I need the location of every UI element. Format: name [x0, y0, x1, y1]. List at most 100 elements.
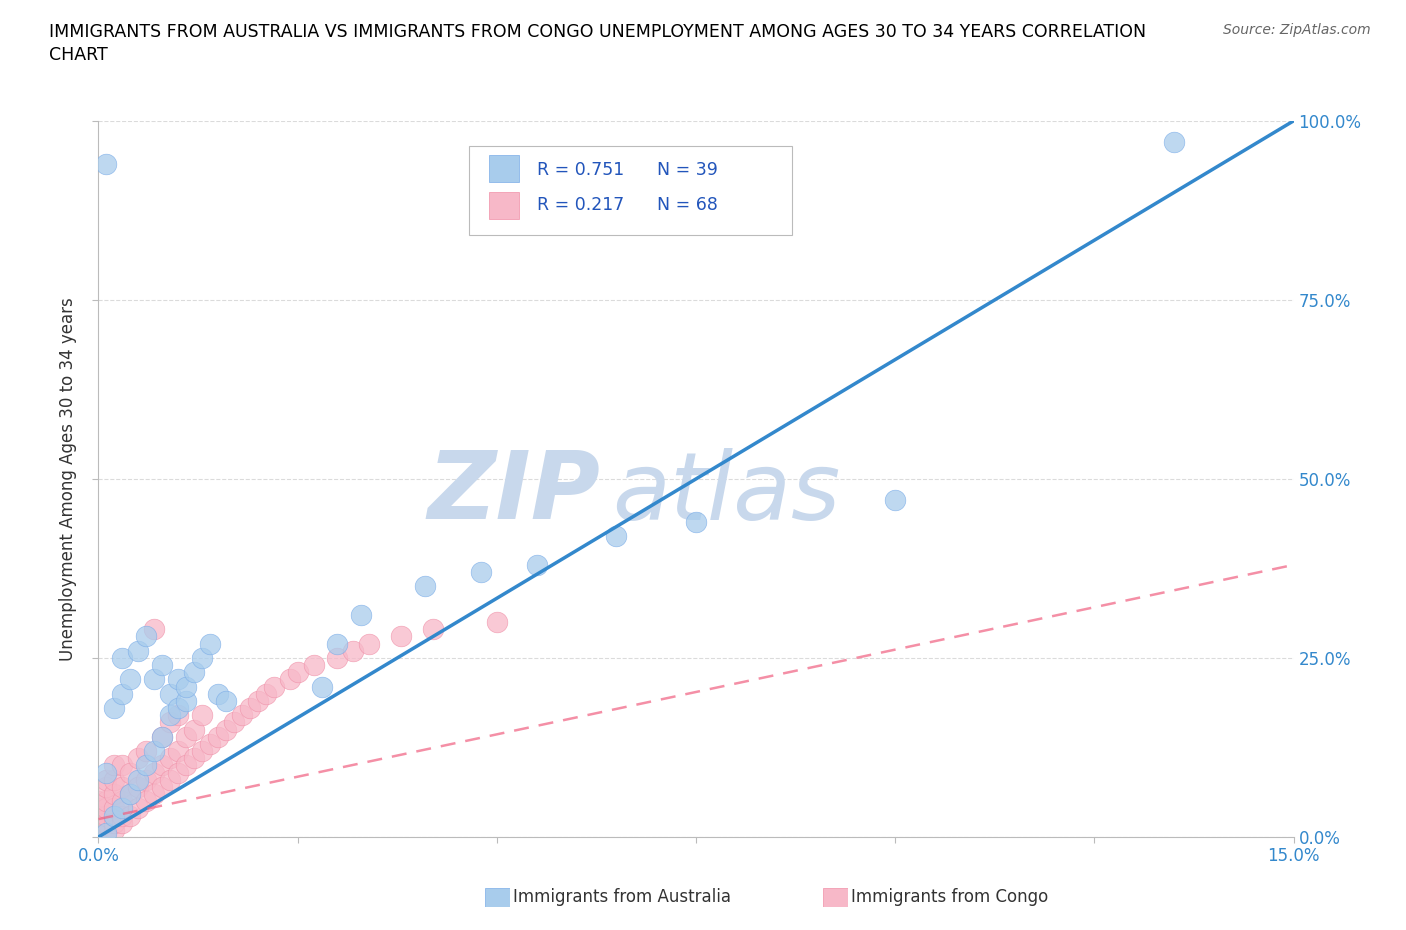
Point — [87, 816, 110, 830]
Point — [150, 779, 173, 794]
Point — [326, 636, 349, 651]
Point — [150, 729, 173, 744]
Text: Source: ZipAtlas.com: Source: ZipAtlas.com — [1223, 23, 1371, 37]
Point — [389, 629, 412, 644]
Point — [174, 679, 197, 694]
Point — [111, 794, 134, 809]
Point — [111, 801, 134, 816]
Text: IMMIGRANTS FROM AUSTRALIA VS IMMIGRANTS FROM CONGO UNEMPLOYMENT AMONG AGES 30 TO: IMMIGRANTS FROM AUSTRALIA VS IMMIGRANTS … — [49, 23, 1146, 41]
Text: Immigrants from Australia: Immigrants from Australia — [513, 888, 731, 907]
Point — [685, 514, 707, 529]
Point — [159, 715, 181, 730]
Point — [159, 751, 181, 765]
Point — [96, 808, 118, 823]
Point — [198, 737, 221, 751]
Point — [127, 644, 149, 658]
Point — [150, 729, 173, 744]
Text: CHART: CHART — [49, 46, 108, 64]
Point — [254, 686, 277, 701]
Point — [413, 578, 436, 594]
Point — [135, 794, 157, 809]
Point — [884, 493, 907, 508]
Point — [150, 758, 173, 773]
Point — [96, 816, 118, 830]
Point — [191, 708, 214, 723]
Point — [111, 808, 134, 823]
Point — [326, 651, 349, 666]
Point — [222, 715, 245, 730]
Point — [311, 679, 333, 694]
Point — [198, 636, 221, 651]
Point — [183, 722, 205, 737]
Point — [143, 765, 166, 780]
Point — [103, 700, 125, 715]
Point — [87, 794, 110, 809]
Point — [135, 744, 157, 759]
Point — [127, 751, 149, 765]
Text: N = 39: N = 39 — [657, 161, 717, 179]
Text: R = 0.751: R = 0.751 — [537, 161, 624, 179]
Point — [96, 765, 118, 780]
Text: N = 68: N = 68 — [657, 196, 717, 215]
Point — [359, 636, 381, 651]
Point — [96, 772, 118, 787]
Point — [342, 644, 364, 658]
Point — [103, 816, 125, 830]
Point — [120, 765, 142, 780]
Point — [103, 822, 125, 837]
Point — [350, 607, 373, 622]
Point — [127, 801, 149, 816]
Point — [159, 708, 181, 723]
Point — [103, 801, 125, 816]
Point — [87, 808, 110, 823]
Point — [143, 622, 166, 637]
Point — [120, 787, 142, 802]
Point — [120, 787, 142, 802]
Point — [111, 758, 134, 773]
Point — [96, 156, 118, 171]
Point — [470, 565, 492, 579]
Point — [103, 808, 125, 823]
Point — [87, 801, 110, 816]
Point — [167, 744, 190, 759]
Text: atlas: atlas — [613, 447, 841, 538]
Point — [159, 686, 181, 701]
Point — [167, 708, 190, 723]
Point — [96, 822, 118, 837]
Point — [127, 772, 149, 787]
Point — [111, 686, 134, 701]
Point — [143, 744, 166, 759]
Point — [215, 722, 238, 737]
Text: ZIP: ZIP — [427, 447, 600, 539]
Point — [231, 708, 253, 723]
Point — [111, 779, 134, 794]
Point — [605, 529, 627, 544]
Point — [191, 651, 214, 666]
FancyBboxPatch shape — [489, 192, 519, 219]
Point — [183, 665, 205, 680]
Point — [96, 801, 118, 816]
Point — [183, 751, 205, 765]
Point — [485, 615, 508, 630]
Point — [111, 651, 134, 666]
Point — [96, 794, 118, 809]
Point — [191, 744, 214, 759]
Point — [526, 557, 548, 572]
Point — [167, 672, 190, 687]
Point — [96, 826, 118, 841]
FancyBboxPatch shape — [489, 154, 519, 181]
Point — [135, 629, 157, 644]
Point — [159, 772, 181, 787]
Point — [422, 622, 444, 637]
Point — [167, 700, 190, 715]
Point — [111, 816, 134, 830]
Point — [143, 672, 166, 687]
Point — [103, 772, 125, 787]
Point — [239, 700, 262, 715]
Point — [174, 729, 197, 744]
Point — [263, 679, 285, 694]
Point — [135, 772, 157, 787]
Point — [302, 658, 325, 672]
Point — [287, 665, 309, 680]
Point — [143, 787, 166, 802]
